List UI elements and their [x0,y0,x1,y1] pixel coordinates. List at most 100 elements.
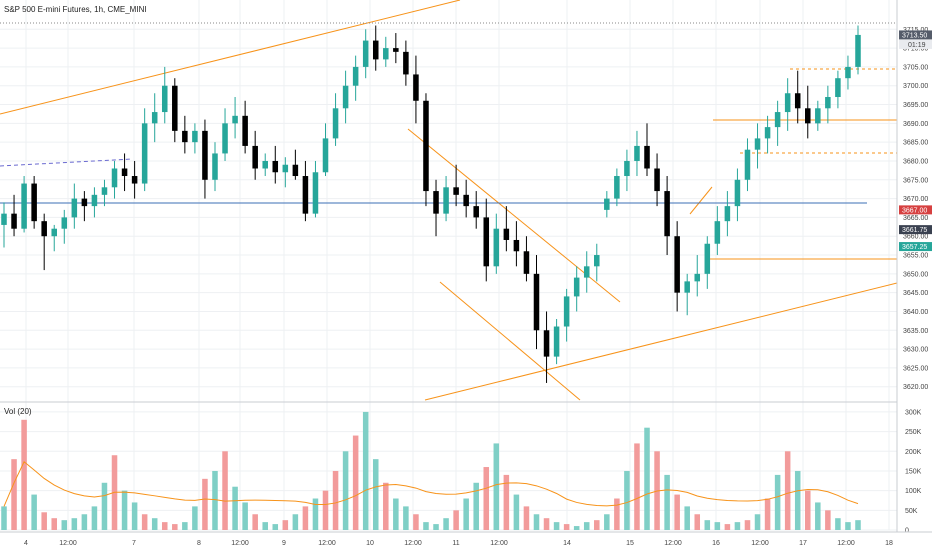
red-level-tag-bg [899,205,932,215]
candle-body [172,85,178,131]
volume-bar [835,518,841,530]
candle-body [805,108,811,124]
volume-bar [794,470,801,530]
volume-bar [724,524,731,530]
volume-tick-label: 50K [905,508,918,515]
volume-bar [141,514,148,530]
volume-bar [362,411,369,530]
dark-level-tag: 3661.75 [902,227,927,234]
price-tick-label: 3685.00 [903,140,928,147]
volume-bar [232,486,238,530]
time-tick-label: 12:00 [231,540,249,547]
volume-bar [192,506,198,530]
volume-bar [845,522,851,530]
candle-body [825,97,831,109]
volume-bar [262,522,268,530]
candle-body [272,160,279,173]
volume-bar [764,498,771,530]
chart-title: S&P 500 E-mini Futures, 1h, CME_MINI [4,5,147,14]
axes: 3620.00 3625.00 3630.00 3635.00 3640.00 3645.… [24,27,928,547]
volume-bar [493,443,500,530]
candle-body [252,145,258,169]
volume-bar [202,478,208,530]
candle-body [714,221,721,244]
volume-bar [573,526,580,530]
volume-bar [272,524,279,530]
volume-bar [222,451,228,530]
price-tick-label: 3620.00 [903,384,928,391]
price-tags: 3713.50 01:19 3667.00 3661.75 3657.25 [899,30,932,252]
candle-body [101,187,108,195]
time-tick-label: 15 [626,540,634,547]
volume-bar [513,494,520,530]
volume-bar [553,522,560,530]
volume-bars [1,411,861,530]
volume-bar [81,514,88,530]
volume-bar [714,522,721,530]
candle-body [192,130,198,143]
candle-body [624,160,630,177]
volume-tick-label: 100K [905,488,922,495]
volume-bar [212,470,218,530]
time-tick-label: 4 [24,540,28,547]
volume-bar [413,514,419,530]
candle-body [141,123,148,184]
candle-body [262,160,268,169]
green-level-tag: 3657.25 [902,244,927,251]
candle-body [483,217,490,267]
candle-body [573,277,580,297]
volume-bar [594,520,600,530]
volume-bar [614,498,620,530]
candle-body [764,127,771,139]
volume-bar [503,474,510,530]
candle-body [704,243,711,274]
candle-body [453,187,459,195]
volume-bar [453,510,459,530]
volume-bar [282,520,289,530]
volume-bar [634,443,640,530]
volume-tick-label: 250K [905,429,922,436]
volume-bar [393,498,399,530]
candle-body [513,239,520,252]
candle-body [754,138,761,150]
time-tick-label: 8 [197,540,201,547]
price-tick-label: 3625.00 [903,365,928,372]
price-tick-label: 3705.00 [903,64,928,71]
candle-body [312,172,319,214]
candle-body [342,85,349,109]
candle-body [71,198,78,218]
volume-bar [433,524,439,530]
candle-body [403,51,409,75]
green-level-tag-bg [899,242,932,252]
volume-tick-label: 200K [905,449,922,456]
candle-body [744,149,751,180]
candle-body [855,34,861,67]
volume-bar [644,427,650,530]
price-tick-label: 3650.00 [903,271,928,278]
volume-bar [744,520,751,530]
volume-bar [815,502,821,530]
candle-body [533,273,540,331]
candle-body [433,191,439,214]
price-tick-label: 3635.00 [903,328,928,335]
candle-body [553,326,560,357]
volume-bar [252,514,258,530]
price-tick-label: 3665.00 [903,215,928,222]
volume-bar [11,459,17,530]
volume-bar [473,482,479,530]
volume-bar [332,470,339,530]
candle-body [332,108,339,139]
candle-body [654,168,660,192]
volume-bar [302,506,309,530]
volume-bar [543,518,550,530]
volume-ma-line [3,460,859,507]
candle-body [694,273,701,282]
candle-body [543,330,550,357]
time-tick-label: 12:00 [490,540,508,547]
price-tick-label: 3655.00 [903,253,928,260]
volume-bar [322,490,329,530]
time-tick-label: 14 [563,540,571,547]
candle-body [614,176,620,199]
volume-bar [21,419,27,530]
